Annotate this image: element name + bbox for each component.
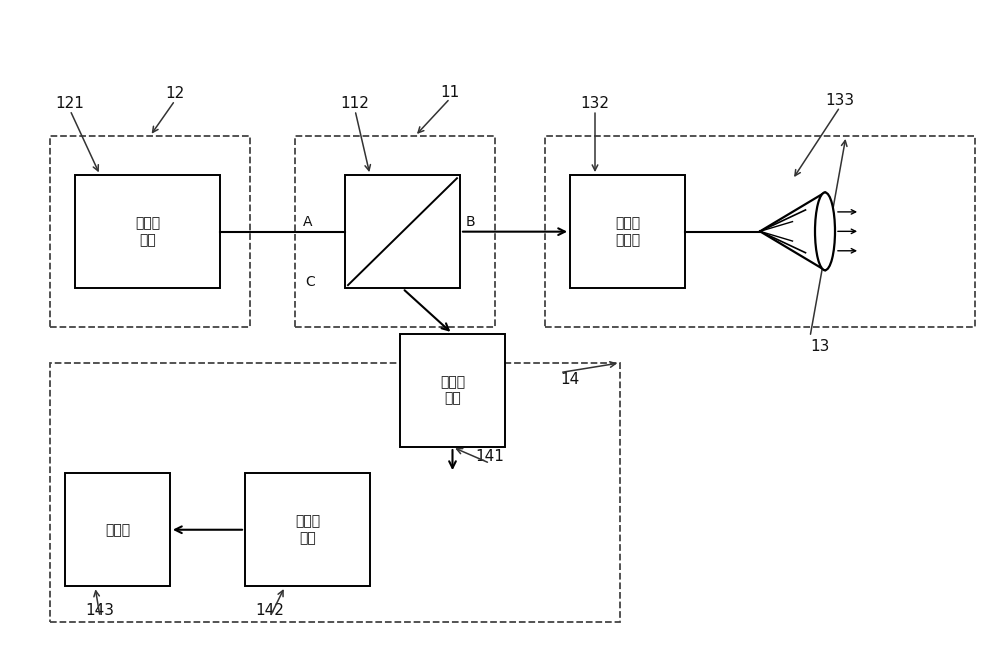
Bar [400,334,505,447]
Text: 四分之
一波片: 四分之 一波片 [615,216,640,247]
Text: 光电探
测器: 光电探 测器 [295,515,320,545]
Text: 脉冲激
光器: 脉冲激 光器 [135,216,160,247]
Text: 干涉滤
光片: 干涉滤 光片 [440,375,465,406]
Bar [75,175,220,288]
Ellipse shape [815,192,835,270]
Bar [245,473,370,586]
Bar [50,363,620,622]
Text: 14: 14 [560,371,580,387]
Text: 141: 141 [476,449,504,465]
Text: 132: 132 [580,96,610,111]
Text: 13: 13 [810,339,830,354]
Text: 采集卡: 采集卡 [105,523,130,537]
Text: 143: 143 [86,603,114,618]
Bar [545,136,975,327]
Bar [345,175,460,288]
Text: 121: 121 [56,96,84,111]
Text: 12: 12 [165,86,185,102]
Bar [295,136,495,327]
Text: C: C [305,275,315,289]
Text: 133: 133 [825,93,855,108]
Text: A: A [303,214,313,229]
Bar [570,175,685,288]
Text: 11: 11 [440,84,460,100]
Text: 112: 112 [341,96,369,111]
Text: B: B [465,214,475,229]
Text: 142: 142 [256,603,284,618]
Bar [50,136,250,327]
Bar [65,473,170,586]
